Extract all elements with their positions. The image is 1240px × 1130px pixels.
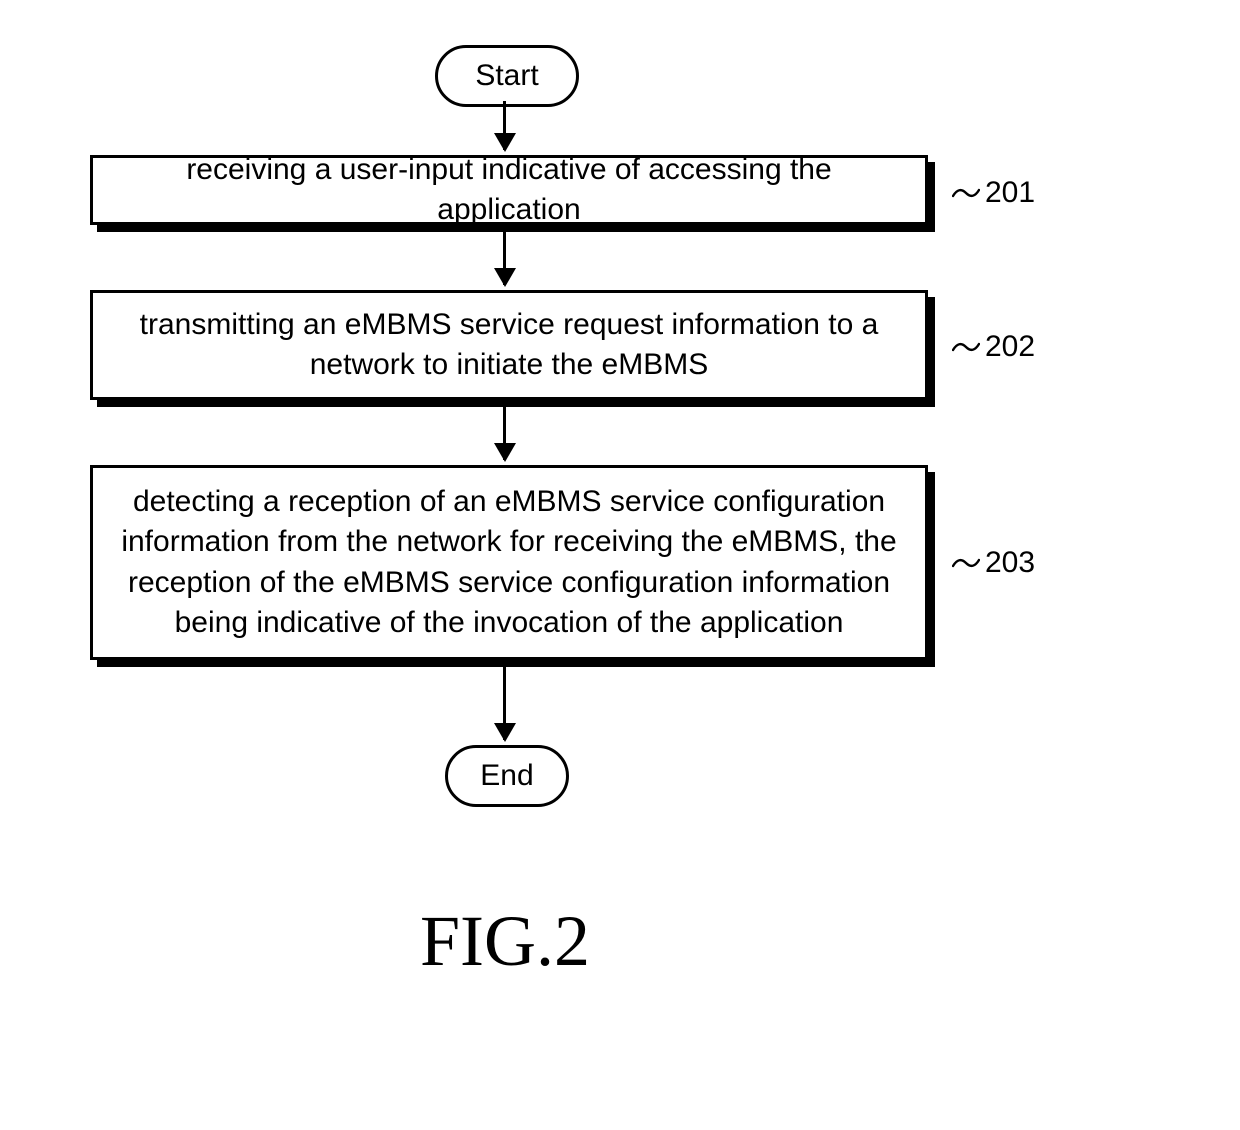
flowchart-canvas: Start receiving a user-input indicative … <box>0 0 1240 1130</box>
step-label-202: 202 <box>985 330 1035 364</box>
arrow-2 <box>503 230 506 285</box>
step-label-203: 203 <box>985 546 1035 580</box>
step-202-text: transmitting an eMBMS service request in… <box>113 305 905 386</box>
tilde-icon <box>952 340 980 354</box>
step-202: transmitting an eMBMS service request in… <box>90 290 928 400</box>
step-203-box: detecting a reception of an eMBMS servic… <box>90 465 928 660</box>
terminal-end-label: End <box>480 759 533 793</box>
step-202-box: transmitting an eMBMS service request in… <box>90 290 928 400</box>
terminal-start: Start <box>435 45 579 107</box>
terminal-start-label: Start <box>475 59 538 93</box>
arrow-4 <box>503 665 506 740</box>
step-201: receiving a user-input indicative of acc… <box>90 155 928 225</box>
step-label-201: 201 <box>985 176 1035 210</box>
step-203-text: detecting a reception of an eMBMS servic… <box>113 482 905 644</box>
figure-title: FIG.2 <box>420 900 590 983</box>
step-201-text: receiving a user-input indicative of acc… <box>113 150 905 231</box>
step-201-box: receiving a user-input indicative of acc… <box>90 155 928 225</box>
tilde-icon <box>952 556 980 570</box>
step-203: detecting a reception of an eMBMS servic… <box>90 465 928 660</box>
arrow-3 <box>503 405 506 460</box>
arrow-1 <box>503 101 506 150</box>
tilde-icon <box>952 186 980 200</box>
terminal-end: End <box>445 745 569 807</box>
